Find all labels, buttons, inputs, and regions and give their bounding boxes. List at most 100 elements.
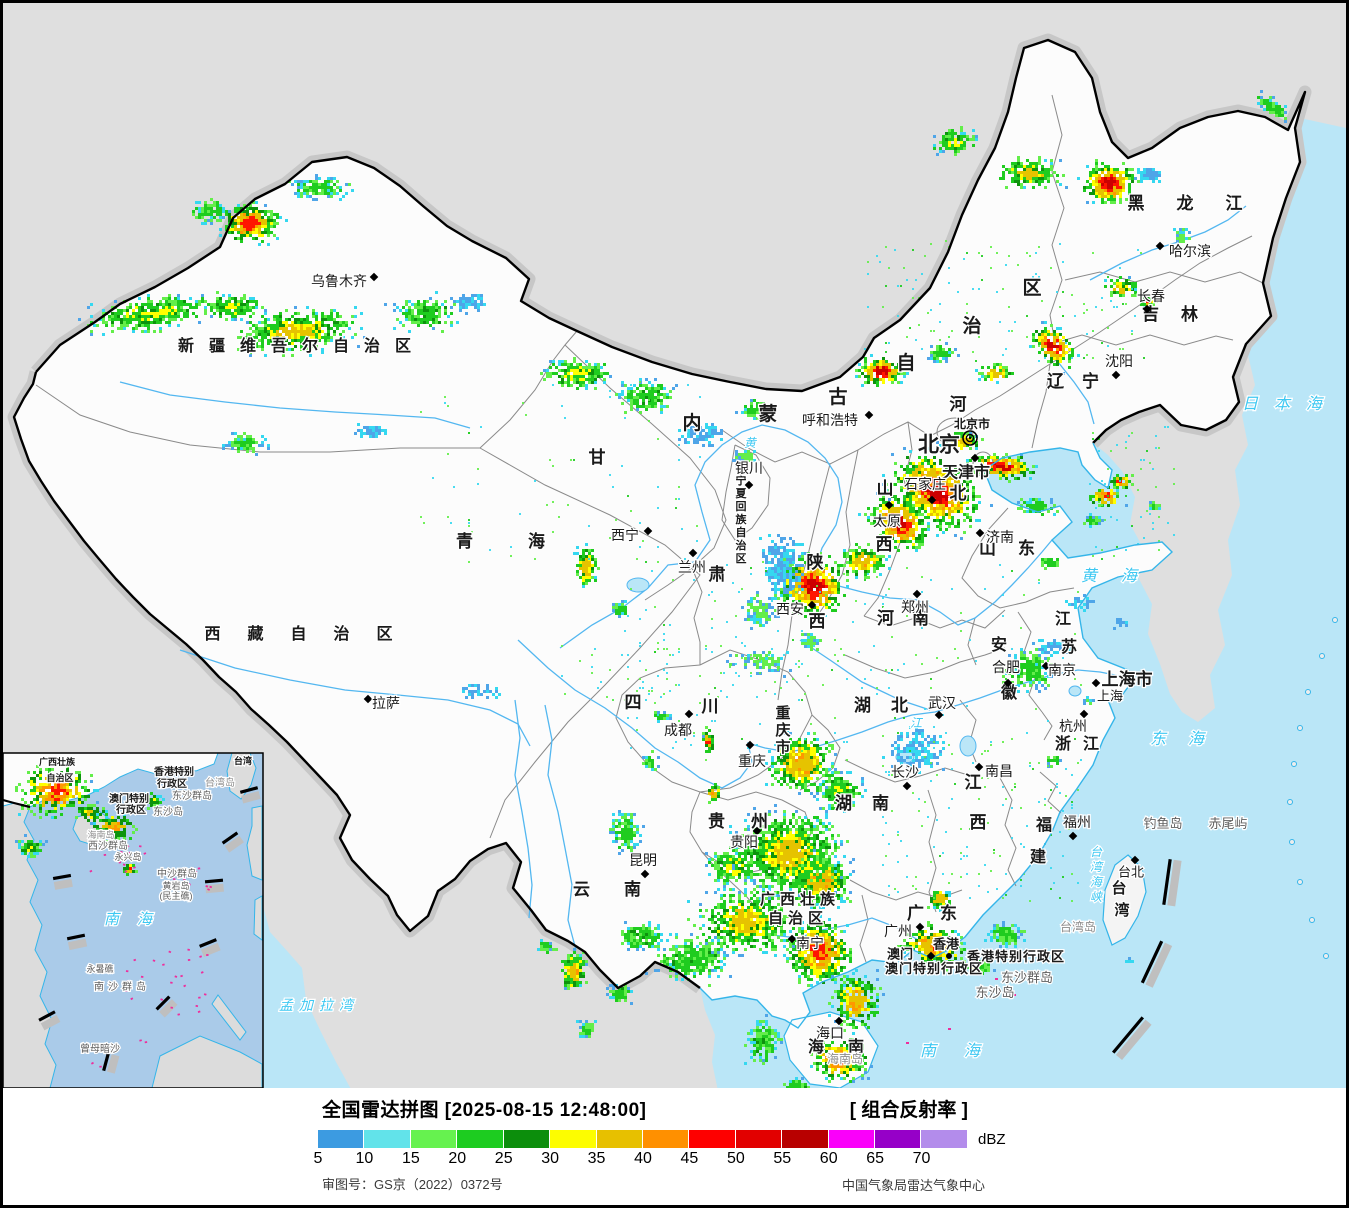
colorbar-segment-65 [875, 1130, 922, 1148]
city-marker [915, 922, 925, 932]
island-label: 台湾岛 [1060, 919, 1096, 934]
sea-label: 湾 [1090, 860, 1104, 874]
province-label: 西 [970, 813, 987, 832]
city-label: 成都 [664, 722, 692, 738]
province-label: 西藏自治区 [204, 624, 419, 643]
inset-label: 东沙群岛 [172, 789, 212, 802]
city-marker [970, 453, 980, 463]
city-label: 武汉 [928, 695, 956, 711]
city-marker [744, 480, 754, 490]
city-marker [864, 410, 874, 420]
province-label: 自 [896, 351, 915, 374]
province-label: 建 [1030, 848, 1046, 866]
colorbar-segment-35 [596, 1130, 643, 1148]
city-label: 哈尔滨 [1169, 243, 1211, 259]
province-label: 西 [876, 535, 893, 554]
province-label: 族 [736, 512, 748, 526]
province-label: 庆 [775, 721, 790, 739]
city-marker [902, 781, 912, 791]
inset-label: 澳门特别 [109, 792, 149, 805]
inset-label: 南沙群岛 [94, 980, 150, 993]
small-island [1319, 653, 1325, 659]
colorbar-tick: 50 [726, 1150, 745, 1167]
province-label: 云南 [573, 879, 675, 899]
credit-label: 中国气象局雷达气象中心 [841, 1178, 985, 1193]
colorbar-segment-10 [364, 1130, 411, 1148]
province-label: 台 [1111, 879, 1126, 897]
dbz-unit-label: dBZ [978, 1131, 1006, 1148]
province-label: 江 [1055, 610, 1071, 628]
province-label: 辽宁 [1047, 371, 1117, 391]
city-label: 上海 [1097, 689, 1123, 704]
island-label: 东沙群岛 [1001, 970, 1053, 985]
colorbar-segment-15 [410, 1130, 458, 1148]
province-label: 黑龙江 [1128, 193, 1275, 213]
colorbar-tick: 65 [866, 1150, 885, 1167]
colorbar-segment-5 [318, 1130, 365, 1148]
islet-mark [906, 1042, 909, 1044]
city-marker [946, 953, 952, 959]
city-marker [934, 710, 944, 720]
city-marker [684, 709, 694, 719]
city-label: 长春 [1137, 288, 1165, 304]
province-label: 贵州 [708, 811, 794, 831]
province-label: 西 [809, 612, 826, 631]
island-label: 赤尾屿 [1208, 816, 1247, 831]
colorbar-tick: 5 [313, 1150, 323, 1167]
city-label: 兰州 [678, 559, 706, 575]
bay-of-bengal [263, 906, 351, 1088]
province-label: 夏 [736, 487, 748, 500]
colorbar-tick: 55 [773, 1150, 792, 1167]
city-label: 贵阳 [730, 834, 758, 850]
city-marker [1111, 370, 1121, 380]
sea-label: 南海 [920, 1042, 1008, 1060]
product-label: [ 组合反射率 ] [849, 1100, 968, 1121]
city-label: 广州 [884, 923, 912, 939]
city-marker [745, 740, 755, 750]
colorbar-segment-30 [550, 1130, 597, 1148]
colorbar-tick: 60 [819, 1150, 838, 1167]
inset-label: 永暑礁 [86, 963, 113, 974]
small-island [1297, 879, 1303, 885]
city-label: 澳门 [887, 947, 913, 962]
city-label: 香港 [932, 937, 960, 952]
inset-label: 香港特别 [154, 765, 194, 778]
inset-label: 台湾 [234, 755, 252, 766]
colorbar-tick: 30 [541, 1150, 560, 1167]
province-label: 区 [736, 552, 747, 565]
province-label: 湖北 [854, 696, 928, 715]
city-label: 西安 [776, 601, 804, 617]
city-label: 天津市 [942, 463, 990, 482]
coastline [699, 442, 1174, 1029]
inset-label: 西沙群岛 [88, 839, 128, 852]
colorbar-segment-20 [457, 1130, 504, 1148]
city-label: 台北 [1118, 865, 1144, 880]
island-label: 东沙岛 [975, 985, 1014, 1000]
sea-label: 台 [1090, 845, 1103, 859]
small-island [1305, 689, 1311, 695]
lake [959, 735, 977, 757]
inset-label: 海南岛 [87, 829, 114, 840]
colorbar-segment-50 [735, 1130, 783, 1148]
province-label: 江 [965, 773, 982, 792]
province-label: 海南 [808, 1037, 888, 1056]
islet-mark [995, 978, 998, 980]
city-marker [643, 526, 653, 536]
city-marker [1068, 831, 1078, 841]
city-marker [363, 694, 373, 704]
city-marker [369, 272, 379, 282]
city-label: 杭州 [1059, 718, 1087, 734]
city-marker [1041, 661, 1051, 671]
national-border [35, 38, 1307, 444]
province-label: 治 [962, 314, 981, 337]
legend-panel: 全国雷达拼图 [2025-08-15 12:48:00] [ 组合反射率 ] 5… [3, 1088, 1346, 1205]
city-label: 乌鲁木齐 [311, 273, 367, 289]
province-label: 澳门特别行政区 [885, 961, 983, 976]
city-label: 石家庄 [904, 476, 946, 492]
island-label: 海南岛 [827, 1051, 863, 1066]
inset-label: 永兴岛 [114, 851, 141, 862]
taiwan-island [1102, 854, 1147, 946]
province-label: 北 [950, 484, 967, 503]
